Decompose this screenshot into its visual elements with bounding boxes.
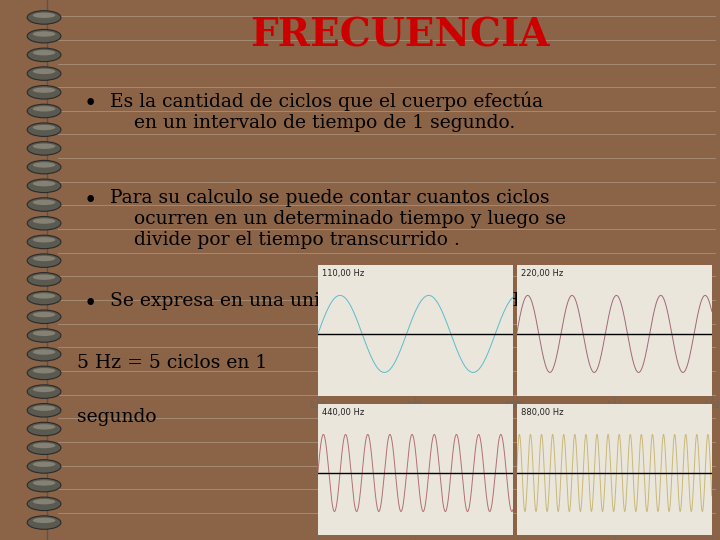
Ellipse shape — [32, 69, 55, 74]
Ellipse shape — [27, 291, 61, 305]
Text: segundo: segundo — [77, 408, 157, 426]
Ellipse shape — [27, 422, 61, 436]
Ellipse shape — [27, 516, 61, 529]
Ellipse shape — [32, 387, 55, 392]
Ellipse shape — [27, 235, 61, 249]
Ellipse shape — [27, 11, 61, 24]
Ellipse shape — [27, 123, 61, 137]
Ellipse shape — [32, 87, 55, 93]
Ellipse shape — [27, 104, 61, 118]
Ellipse shape — [32, 181, 55, 186]
Text: 440,00 Hz: 440,00 Hz — [322, 408, 364, 416]
Ellipse shape — [27, 310, 61, 323]
Ellipse shape — [27, 441, 61, 455]
Text: •: • — [84, 189, 97, 212]
Ellipse shape — [27, 29, 61, 43]
Ellipse shape — [27, 179, 61, 193]
Text: Para su calculo se puede contar cuantos ciclos
    ocurren en un determinado tie: Para su calculo se puede contar cuantos … — [110, 189, 567, 248]
Text: 110,00 Hz: 110,00 Hz — [322, 268, 364, 278]
Ellipse shape — [32, 256, 55, 261]
Ellipse shape — [32, 518, 55, 523]
Ellipse shape — [27, 67, 61, 80]
Ellipse shape — [27, 366, 61, 380]
Text: 220,00 Hz: 220,00 Hz — [521, 268, 563, 278]
Ellipse shape — [32, 200, 55, 205]
Ellipse shape — [27, 460, 61, 473]
Ellipse shape — [32, 462, 55, 467]
Text: FRECUENCIA: FRECUENCIA — [251, 16, 550, 54]
Text: Es la cantidad de ciclos que el cuerpo efectúa
    en un intervalo de tiempo de : Es la cantidad de ciclos que el cuerpo e… — [110, 92, 544, 132]
Ellipse shape — [32, 406, 55, 411]
Ellipse shape — [27, 85, 61, 99]
Ellipse shape — [27, 497, 61, 511]
Ellipse shape — [32, 312, 55, 318]
Ellipse shape — [32, 106, 55, 112]
Text: •: • — [84, 292, 97, 315]
Ellipse shape — [27, 329, 61, 342]
Ellipse shape — [32, 144, 55, 149]
Ellipse shape — [27, 48, 61, 62]
Ellipse shape — [27, 141, 61, 155]
Ellipse shape — [27, 217, 61, 230]
Ellipse shape — [27, 478, 61, 492]
Ellipse shape — [32, 125, 55, 130]
Text: Se expresa en una unidad llamada herzt (Hz): Se expresa en una unidad llamada herzt (… — [110, 292, 537, 310]
Ellipse shape — [27, 273, 61, 286]
Text: 5 Hz = 5 ciclos en 1: 5 Hz = 5 ciclos en 1 — [77, 354, 268, 372]
Ellipse shape — [32, 218, 55, 224]
Ellipse shape — [27, 347, 61, 361]
Ellipse shape — [32, 330, 55, 336]
Text: •: • — [84, 92, 97, 115]
Ellipse shape — [32, 480, 55, 485]
Ellipse shape — [32, 443, 55, 448]
Ellipse shape — [32, 162, 55, 167]
Ellipse shape — [27, 198, 61, 211]
Text: 880,00 Hz: 880,00 Hz — [521, 408, 563, 416]
Ellipse shape — [32, 349, 55, 355]
Ellipse shape — [32, 50, 55, 56]
Ellipse shape — [32, 424, 55, 429]
Ellipse shape — [32, 499, 55, 504]
Ellipse shape — [27, 160, 61, 174]
Ellipse shape — [32, 293, 55, 299]
Ellipse shape — [32, 274, 55, 280]
Ellipse shape — [32, 12, 55, 18]
Ellipse shape — [27, 254, 61, 267]
Ellipse shape — [32, 368, 55, 374]
Ellipse shape — [32, 31, 55, 37]
Ellipse shape — [27, 403, 61, 417]
Ellipse shape — [27, 385, 61, 399]
Ellipse shape — [32, 237, 55, 242]
